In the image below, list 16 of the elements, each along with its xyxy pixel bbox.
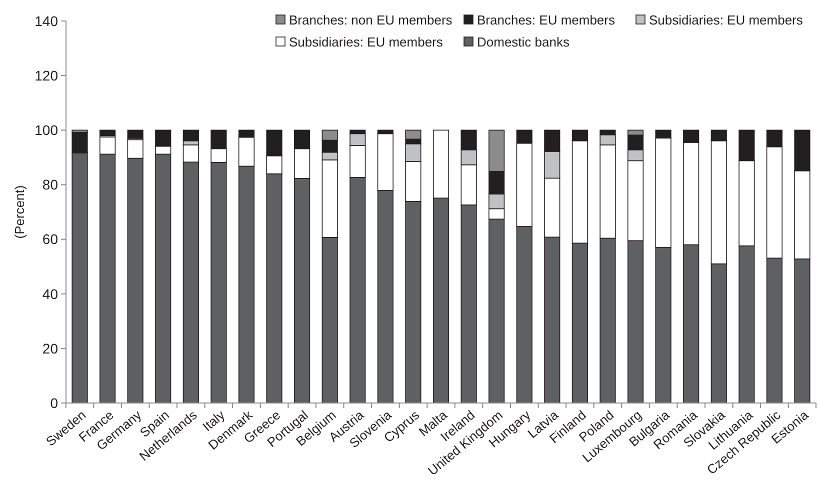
- y-tick-label: 60: [42, 231, 58, 248]
- legend-label: Subsidiaries: EU members: [289, 34, 444, 50]
- legend-label: Branches: non EU members: [289, 12, 453, 28]
- y-tick-label: 40: [42, 286, 58, 302]
- legend-label: Branches: EU members: [477, 12, 616, 28]
- bar: [182, 130, 199, 142]
- y-tick-label: 20: [42, 340, 58, 356]
- y-tick-label: 100: [34, 122, 58, 138]
- y-tick-label: 80: [42, 176, 58, 193]
- y-tick-label: 140: [34, 12, 58, 29]
- legend-label: Domestic banks: [477, 34, 570, 50]
- bar: [405, 130, 422, 140]
- legend-label: Subsidiaries: EU members: [649, 12, 804, 28]
- y-axis-title: (Percent): [12, 185, 27, 239]
- y-tick-label: 0: [50, 394, 58, 411]
- y-tick-label: 120: [34, 67, 58, 84]
